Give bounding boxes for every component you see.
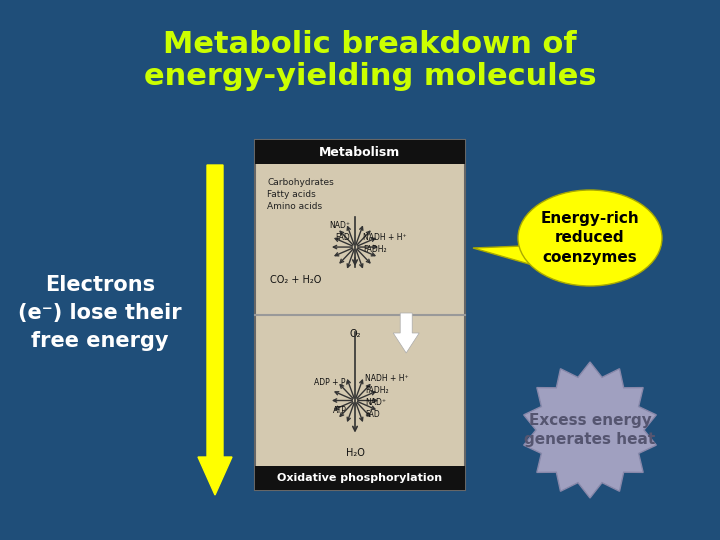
Text: Metabolic breakdown of: Metabolic breakdown of xyxy=(163,30,577,59)
Text: Fatty acids: Fatty acids xyxy=(267,190,316,199)
Text: NADH + H⁺: NADH + H⁺ xyxy=(365,374,409,383)
Text: Excess energy
generates heat: Excess energy generates heat xyxy=(524,413,656,448)
Text: CO₂ + H₂O: CO₂ + H₂O xyxy=(270,275,321,285)
Text: NADH + H⁺: NADH + H⁺ xyxy=(363,233,407,242)
Polygon shape xyxy=(198,165,232,495)
Text: O₂: O₂ xyxy=(349,329,361,339)
FancyBboxPatch shape xyxy=(255,140,465,490)
Text: Electrons: Electrons xyxy=(45,275,155,295)
Text: free energy: free energy xyxy=(31,331,168,351)
Text: ATP: ATP xyxy=(333,406,347,415)
Text: FAD: FAD xyxy=(336,233,350,242)
Text: Metabolism: Metabolism xyxy=(320,145,400,159)
Text: Oxidative phosphorylation: Oxidative phosphorylation xyxy=(277,473,443,483)
FancyBboxPatch shape xyxy=(255,140,465,164)
Text: NAD⁺: NAD⁺ xyxy=(329,221,350,230)
Text: FAD: FAD xyxy=(365,410,379,419)
Polygon shape xyxy=(393,313,419,353)
Text: NAD⁺: NAD⁺ xyxy=(365,398,386,407)
Polygon shape xyxy=(473,246,536,266)
Text: FADH₂: FADH₂ xyxy=(365,386,389,395)
Text: H₂O: H₂O xyxy=(346,449,364,458)
Text: FADH₂: FADH₂ xyxy=(363,245,387,254)
FancyBboxPatch shape xyxy=(255,466,465,490)
Polygon shape xyxy=(523,362,657,498)
Ellipse shape xyxy=(518,190,662,286)
Text: ADP + Pᵢ: ADP + Pᵢ xyxy=(314,378,347,387)
Text: (e⁻) lose their: (e⁻) lose their xyxy=(18,303,182,323)
Text: Carbohydrates: Carbohydrates xyxy=(267,178,334,187)
Text: Energy-rich
reduced
coenzymes: Energy-rich reduced coenzymes xyxy=(541,211,639,265)
Text: energy-yielding molecules: energy-yielding molecules xyxy=(144,62,596,91)
Text: Amino acids: Amino acids xyxy=(267,202,322,211)
